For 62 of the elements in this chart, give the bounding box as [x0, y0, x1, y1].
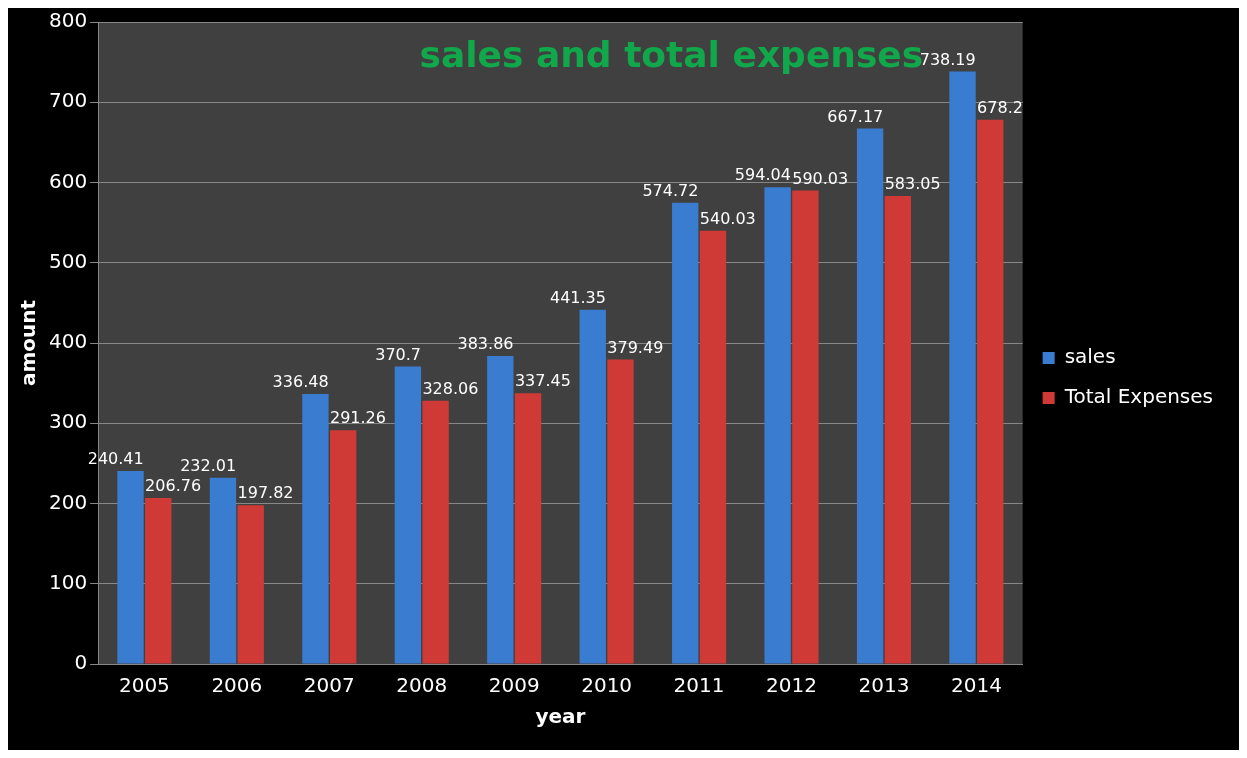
x-axis-title: year	[535, 704, 586, 729]
data-label: 379.49	[607, 337, 664, 357]
bar	[209, 477, 237, 664]
data-label: 590.03	[792, 168, 849, 188]
y-tick-label: 500	[48, 248, 88, 273]
bar	[422, 400, 449, 664]
bar	[699, 230, 727, 664]
y-tick-label: 600	[48, 168, 88, 193]
x-tick-label: 2014	[950, 673, 1002, 698]
x-tick-label: 2008	[396, 673, 448, 698]
bar	[949, 71, 976, 664]
bar	[145, 498, 172, 664]
x-tick-label: 2010	[581, 673, 633, 698]
bar	[672, 202, 699, 664]
x-tick-label: 2007	[303, 673, 355, 698]
data-label: 240.41	[87, 449, 144, 469]
bar	[856, 128, 884, 664]
bar	[579, 309, 606, 664]
bar	[977, 119, 1004, 664]
x-tick-label: 2012	[766, 673, 817, 698]
y-tick-label: 400	[48, 329, 88, 354]
y-tick-label: 300	[48, 409, 88, 434]
data-label: 370.7	[375, 344, 422, 364]
data-label: 336.48	[272, 372, 329, 392]
data-label: 678.2	[977, 97, 1023, 117]
x-tick-label: 2006	[211, 673, 263, 698]
data-label: 206.76	[145, 476, 202, 496]
data-label: 383.86	[457, 334, 514, 354]
y-tick-label: 0	[74, 650, 88, 675]
legend-label: sales	[1064, 344, 1116, 369]
bar	[237, 505, 264, 664]
x-tick-label: 2011	[673, 673, 725, 698]
bar	[487, 355, 514, 664]
y-tick-label: 700	[48, 88, 88, 113]
data-label: 291.26	[329, 408, 386, 428]
data-label: 328.06	[422, 378, 479, 398]
y-tick-label: 800	[48, 8, 88, 33]
bar	[607, 359, 634, 664]
bar	[302, 393, 329, 664]
data-label: 594.04	[734, 165, 791, 185]
y-tick-label: 100	[48, 569, 88, 594]
y-tick-label: 200	[48, 489, 88, 514]
data-label: 232.01	[180, 455, 237, 475]
bar	[514, 393, 542, 664]
bar	[394, 366, 422, 664]
data-label: 574.72	[642, 180, 699, 200]
data-label: 441.35	[549, 287, 606, 307]
bar	[329, 430, 357, 664]
x-tick-label: 2009	[488, 673, 540, 698]
bar	[764, 187, 791, 664]
data-label: 540.03	[699, 208, 756, 228]
data-label: 583.05	[884, 174, 941, 194]
bar	[117, 471, 144, 664]
data-label: 667.17	[827, 106, 884, 126]
x-tick-label: 2005	[118, 673, 170, 698]
bar	[792, 190, 819, 664]
legend-label: Total Expenses	[1063, 384, 1213, 409]
data-label: 337.45	[514, 371, 571, 391]
y-axis-title: amount	[16, 299, 41, 387]
x-tick-label: 2013	[858, 673, 910, 698]
bar	[884, 196, 912, 664]
data-label: 197.82	[237, 483, 294, 503]
